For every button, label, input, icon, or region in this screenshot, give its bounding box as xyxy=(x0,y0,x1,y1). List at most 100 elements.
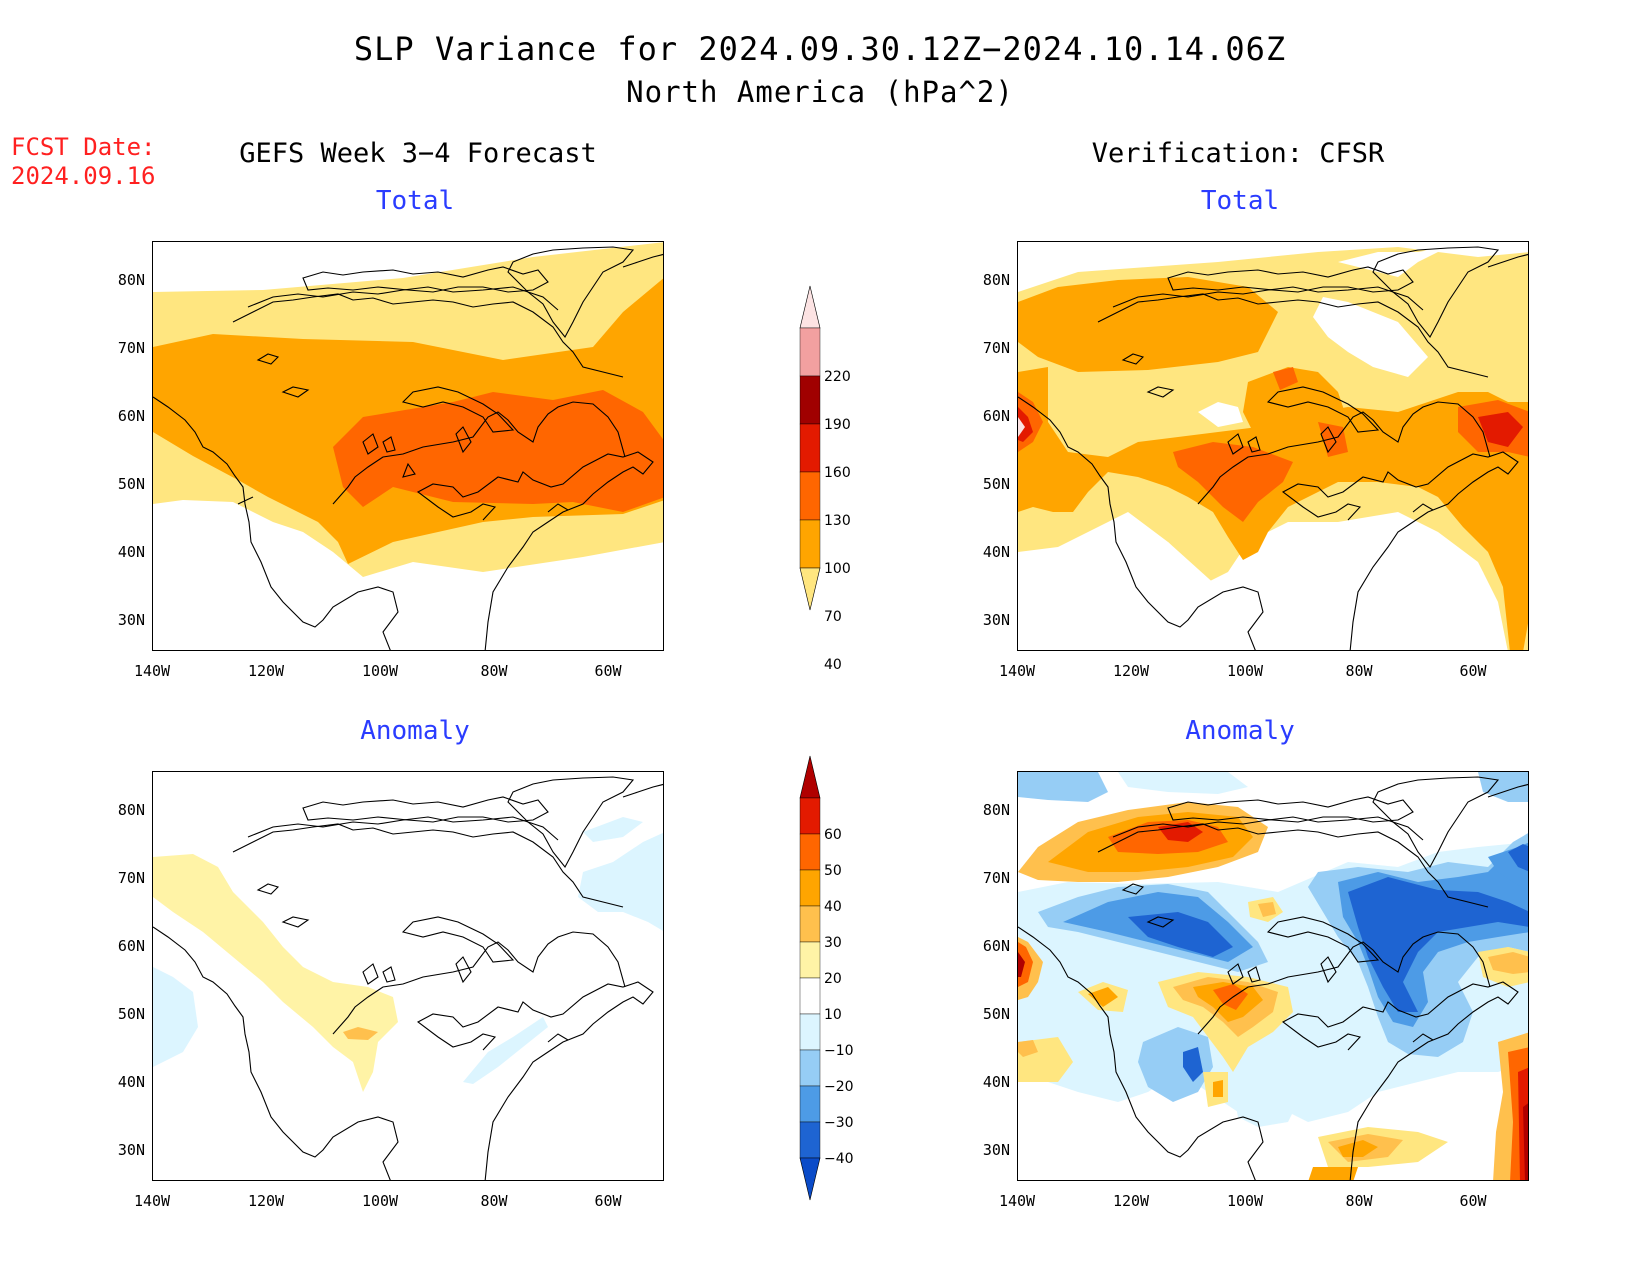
colorbar-anomaly-level-label: 40 xyxy=(824,899,842,915)
lon-label: 120W xyxy=(1112,662,1150,680)
colorbar-anomaly-segment xyxy=(799,1085,821,1123)
colorbar-anomaly-segment xyxy=(799,797,821,835)
lon-label: 60W xyxy=(1459,662,1487,680)
lat-label: 40N xyxy=(982,543,1010,561)
colorbar-anomaly-level-label: 60 xyxy=(824,827,842,843)
coastline-anomaly-verification xyxy=(1018,776,1528,1180)
lon-label: 80W xyxy=(1345,1192,1373,1210)
map-total-verification xyxy=(1017,241,1529,651)
lon-label: 60W xyxy=(1459,1192,1487,1210)
colorbar-total-level-label: 190 xyxy=(824,417,851,433)
map-anomaly-verification xyxy=(1017,771,1529,1181)
lon-label: 100W xyxy=(1226,662,1264,680)
lat-label: 40N xyxy=(982,1073,1010,1091)
main-title: SLP Variance for 2024.09.30.12Z−2024.10.… xyxy=(353,30,1287,68)
lon-label: 140W xyxy=(998,1192,1036,1210)
colorbar-total-top-triangle xyxy=(799,285,821,329)
lat-label: 60N xyxy=(117,937,145,955)
colorbar-anomaly-level-label: 30 xyxy=(824,935,842,951)
main-subtitle: North America (hPa^2) xyxy=(626,75,1014,109)
colorbar-total-level-label: 160 xyxy=(824,465,851,481)
lat-label: 30N xyxy=(982,611,1010,629)
lat-label: 70N xyxy=(982,339,1010,357)
colorbar-anomaly-level-label: 50 xyxy=(824,863,842,879)
lat-label: 30N xyxy=(117,1141,145,1159)
column-title-verification: Verification: CFSR xyxy=(1091,138,1385,169)
colorbar-total-level-label: 220 xyxy=(824,369,851,385)
fill-total-verification xyxy=(1018,247,1528,650)
colorbar-anomaly-segment xyxy=(799,833,821,871)
coastline-total-verification xyxy=(1018,246,1528,650)
lat-label: 80N xyxy=(117,801,145,819)
lat-label: 50N xyxy=(982,1005,1010,1023)
lat-label: 60N xyxy=(117,407,145,425)
lat-label: 30N xyxy=(982,1141,1010,1159)
lat-label: 70N xyxy=(117,869,145,887)
colorbar-total-segment xyxy=(799,423,821,473)
colorbar-anomaly-segment xyxy=(799,941,821,979)
colorbar-anomaly-segment xyxy=(799,869,821,907)
lon-label: 80W xyxy=(480,1192,508,1210)
lat-label: 50N xyxy=(117,1005,145,1023)
lat-label: 40N xyxy=(117,1073,145,1091)
lon-label: 120W xyxy=(1112,1192,1150,1210)
colorbar-anomaly-segment xyxy=(799,1013,821,1051)
colorbar-total-level-label: 40 xyxy=(824,657,842,673)
lon-label: 100W xyxy=(361,1192,399,1210)
colorbar-anomaly-top-triangle xyxy=(799,755,821,799)
lat-label: 40N xyxy=(117,543,145,561)
lat-label: 70N xyxy=(117,339,145,357)
colorbar-total-level-label: 100 xyxy=(824,561,851,577)
coastline-anomaly-forecast xyxy=(153,776,663,1180)
lat-label: 50N xyxy=(982,475,1010,493)
panel-title-anomaly-forecast: Anomaly xyxy=(360,716,470,746)
lon-label: 60W xyxy=(594,1192,622,1210)
colorbar-anomaly-level-label: 10 xyxy=(824,1007,842,1023)
panel-title-anomaly-verification: Anomaly xyxy=(1185,716,1295,746)
lon-label: 100W xyxy=(1226,1192,1264,1210)
lon-label: 140W xyxy=(133,1192,171,1210)
colorbar-anomaly-level-label: 20 xyxy=(824,971,842,987)
lon-label: 120W xyxy=(247,662,285,680)
fcst-date-value: 2024.09.16 xyxy=(11,162,156,190)
colorbar-anomaly-level-label: −20 xyxy=(824,1079,854,1095)
lat-label: 60N xyxy=(982,937,1010,955)
colorbar-total-segment xyxy=(799,375,821,425)
colorbar-anomaly-level-label: −40 xyxy=(824,1151,854,1167)
colorbar-total-level-label: 130 xyxy=(824,513,851,529)
colorbar-anomaly-level-label: −30 xyxy=(824,1115,854,1131)
map-anomaly-forecast xyxy=(152,771,664,1181)
colorbar-anomaly-level-label: −10 xyxy=(824,1043,854,1059)
colorbar-anomaly-segment xyxy=(799,1049,821,1087)
lon-label: 100W xyxy=(361,662,399,680)
map-total-forecast xyxy=(152,241,664,651)
colorbar-anomaly-bottom-triangle xyxy=(799,1157,821,1201)
fill-anomaly-verification xyxy=(1018,772,1528,1180)
coastline-total-forecast xyxy=(153,246,663,650)
lon-label: 80W xyxy=(1345,662,1373,680)
colorbar-anomaly: 60 50 40 30 20 10 −10 −20 −30 −40 xyxy=(799,755,854,1201)
colorbar-total-segment xyxy=(799,471,821,521)
fill-total-forecast xyxy=(153,242,663,577)
panel-title-total-forecast: Total xyxy=(375,186,455,216)
lon-label: 120W xyxy=(247,1192,285,1210)
colorbar-anomaly-svg: 60 50 40 30 20 10 −10 −20 −30 −40 xyxy=(799,755,854,1201)
colorbar-total: 220 190 160 130 100 70 40 xyxy=(799,285,851,673)
lat-label: 70N xyxy=(982,869,1010,887)
colorbar-anomaly-segment xyxy=(799,1121,821,1159)
lon-label: 140W xyxy=(998,662,1036,680)
colorbar-anomaly-segment xyxy=(799,905,821,943)
lon-label: 140W xyxy=(133,662,171,680)
colorbar-total-segment xyxy=(799,327,821,377)
lat-label: 50N xyxy=(117,475,145,493)
lon-label: 60W xyxy=(594,662,622,680)
colorbar-total-level-label: 70 xyxy=(824,609,842,625)
colorbar-anomaly-segment xyxy=(799,977,821,1015)
fill-anomaly-forecast xyxy=(153,817,663,1092)
colorbar-total-svg: 220 190 160 130 100 70 40 xyxy=(799,285,851,673)
colorbar-total-bottom-triangle xyxy=(799,567,821,611)
fcst-date-label: FCST Date: xyxy=(11,133,156,161)
panel-title-total-verification: Total xyxy=(1200,186,1280,216)
lat-label: 30N xyxy=(117,611,145,629)
column-title-forecast: GEFS Week 3−4 Forecast xyxy=(239,138,597,169)
